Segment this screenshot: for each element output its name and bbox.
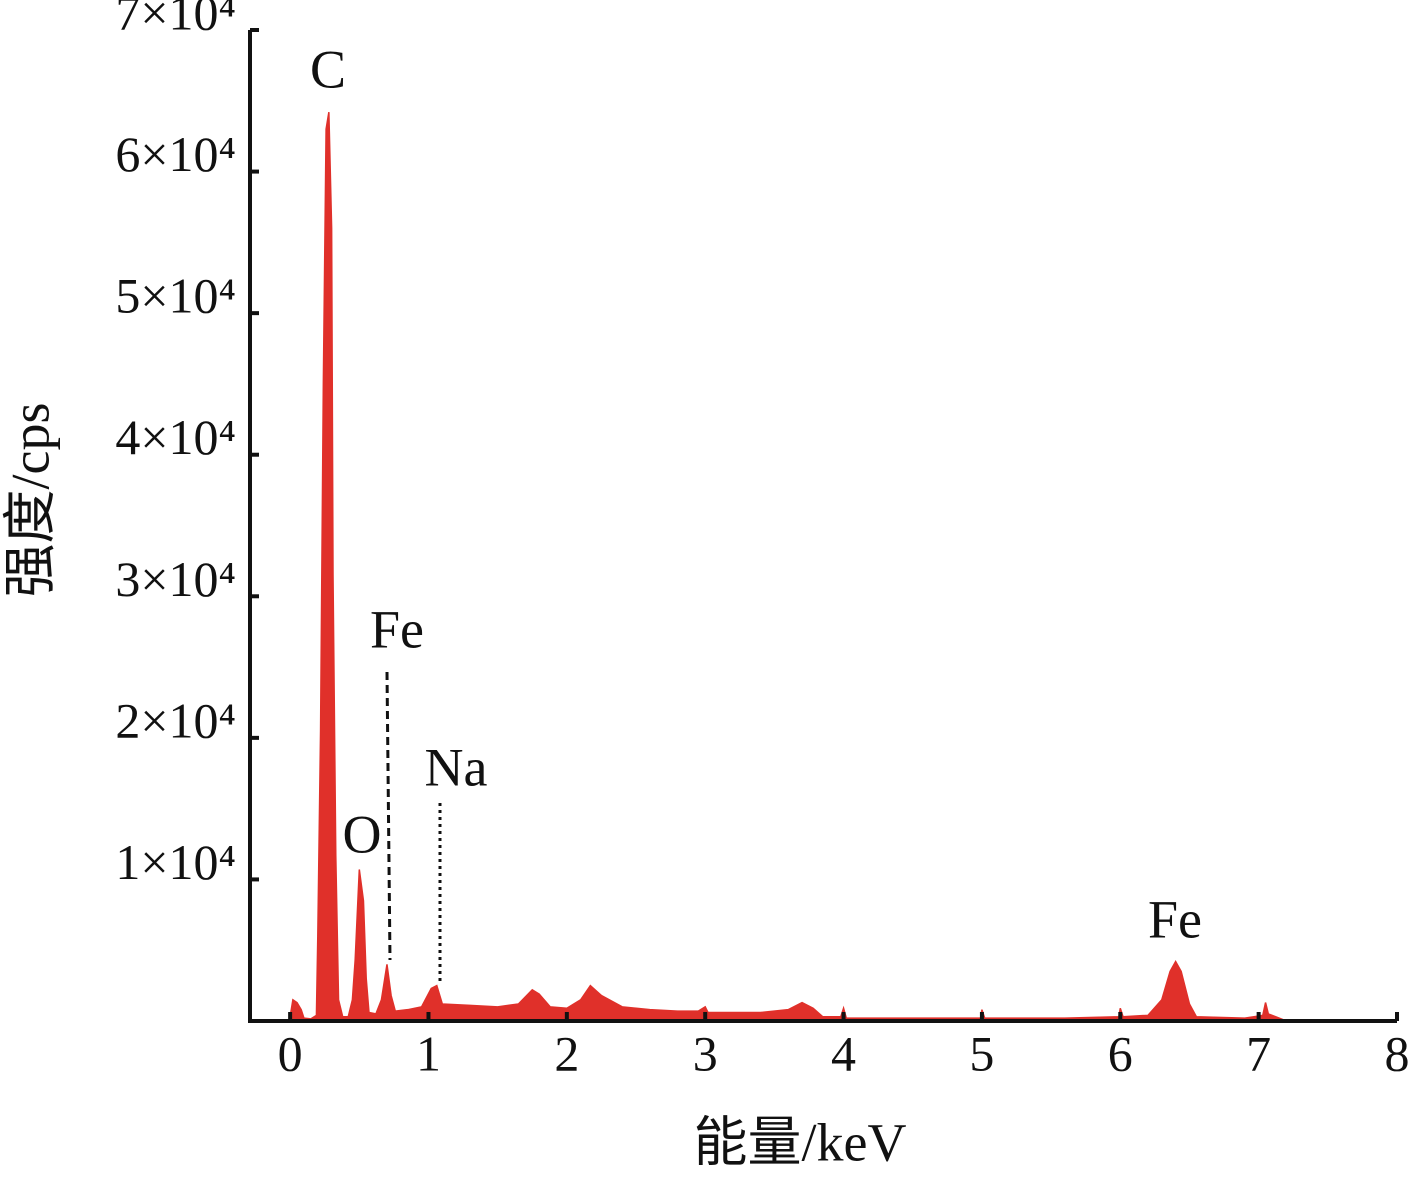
- y-axis-title: 强度/cps: [0, 403, 60, 598]
- x-tick-label: 3: [693, 1025, 718, 1081]
- fe-marker-line: [385, 671, 392, 961]
- y-tick-label: 6×10⁴: [115, 126, 236, 182]
- peak-label: C: [310, 39, 346, 99]
- x-tick-label: 1: [416, 1025, 441, 1081]
- y-tick-label: 2×10⁴: [115, 692, 236, 748]
- spectrum-area: [289, 111, 1287, 1022]
- peak-label: Fe: [1148, 889, 1202, 949]
- x-axis-title: 能量/keV: [694, 1112, 907, 1172]
- y-tick-label: 3×10⁴: [115, 551, 236, 607]
- x-tick-label: 2: [554, 1025, 579, 1081]
- peak-label: Na: [425, 737, 488, 797]
- x-tick-label: 4: [831, 1025, 856, 1081]
- peak-label: Fe: [370, 599, 424, 659]
- y-tick-label: 5×10⁴: [115, 268, 236, 324]
- x-tick-label: 8: [1385, 1025, 1410, 1081]
- y-tick-label: 7×10⁴: [115, 0, 236, 40]
- peak-label: O: [343, 804, 382, 864]
- x-tick-label: 5: [969, 1025, 994, 1081]
- x-tick-label: 7: [1246, 1025, 1271, 1081]
- y-tick-label: 4×10⁴: [115, 409, 236, 465]
- y-tick-label: 1×10⁴: [115, 834, 236, 890]
- x-tick-label: 0: [278, 1025, 303, 1081]
- x-tick-label: 6: [1108, 1025, 1133, 1081]
